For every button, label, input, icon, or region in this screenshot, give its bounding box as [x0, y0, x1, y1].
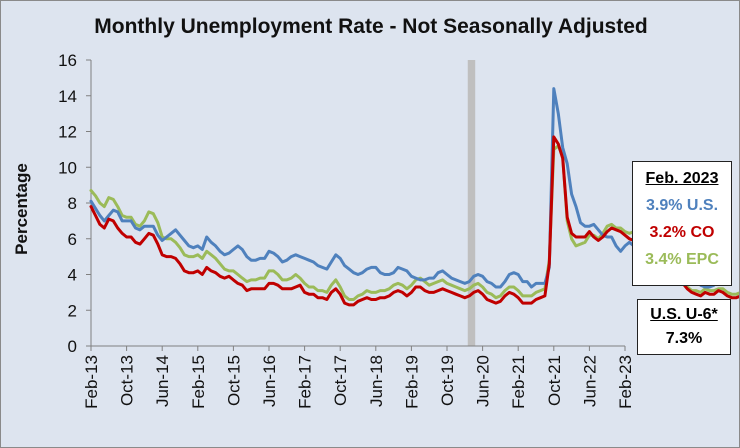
y-tick-label: 8: [68, 194, 77, 213]
x-tick-label: Feb-13: [82, 355, 101, 409]
x-tick-label: Oct-13: [118, 355, 137, 406]
legend-row-epc: 3.4% EPC: [645, 251, 719, 268]
y-tick-label: 6: [68, 230, 77, 249]
y-tick-label: 2: [68, 301, 77, 320]
y-tick-label: 10: [58, 158, 77, 177]
y-tick-label: 16: [58, 51, 77, 70]
x-tick-label: Oct-19: [438, 355, 457, 406]
x-tick-label: Feb-15: [189, 355, 208, 409]
y-tick-label: 14: [58, 87, 77, 106]
legend-box: Feb. 2023 3.9% U.S. 3.2% CO 3.4% EPC: [632, 161, 732, 286]
series-line-us: [89, 87, 725, 289]
x-tick-label: Feb-21: [509, 355, 528, 409]
x-tick-label: Oct-17: [331, 355, 350, 406]
u6-value: 7.3%: [665, 330, 703, 347]
x-tick-label: Jun-20: [474, 355, 493, 407]
x-tick-label: Jun-16: [260, 355, 279, 407]
u6-heading: U.S. U-6*: [650, 306, 718, 323]
y-tick-label: 12: [58, 123, 77, 142]
u6-box: U.S. U-6* 7.3%: [637, 299, 731, 355]
x-tick-label: Jun-22: [580, 355, 599, 407]
x-tick-label: Jun-18: [367, 355, 386, 407]
legend-row-us: 3.9% U.S.: [645, 197, 719, 214]
legend-row-co: 3.2% CO: [649, 224, 715, 241]
shaded-period: [467, 60, 476, 346]
y-tick-label: 4: [68, 266, 77, 285]
x-tick-label: Feb-19: [402, 355, 421, 409]
y-tick-label: 0: [68, 337, 77, 356]
x-tick-label: Oct-15: [224, 355, 243, 406]
x-tick-label: Jun-14: [153, 355, 172, 407]
x-tick-label: Feb-23: [616, 355, 635, 409]
x-tick-label: Feb-17: [296, 355, 315, 409]
legend-heading: Feb. 2023: [645, 170, 719, 187]
x-tick-label: Oct-21: [545, 355, 564, 406]
chart-title: Monthly Unemployment Rate - Not Seasonal…: [94, 15, 648, 38]
